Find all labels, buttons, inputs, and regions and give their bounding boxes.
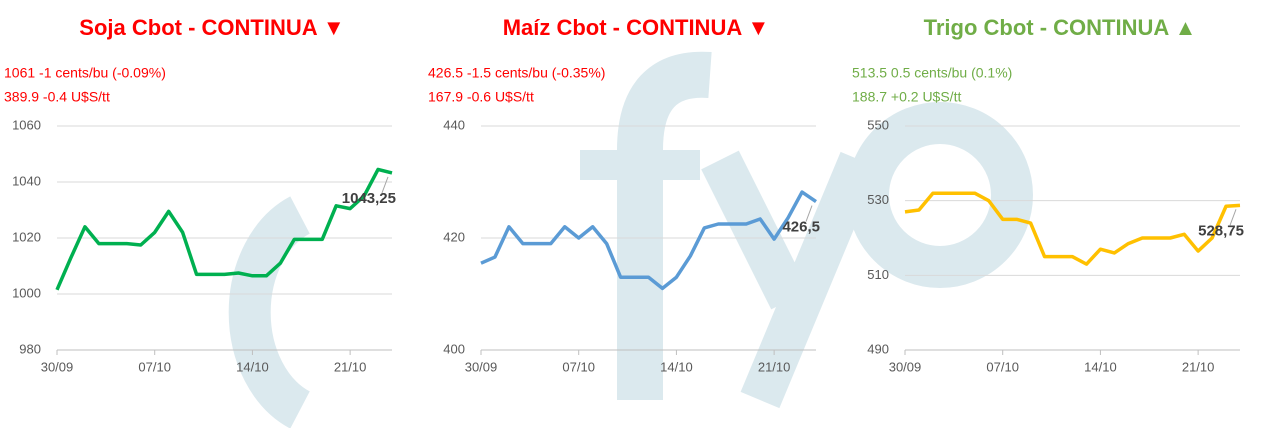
subtitle: 1061 -1 cents/bu (-0.09%) [4,65,166,81]
x-tick-label: 21/10 [1182,359,1215,374]
y-tick-label: 1000 [12,285,41,300]
line-series [55,167,393,291]
x-tick-label: 21/10 [334,359,367,374]
y-tick-label: 550 [867,117,889,132]
watermark-o [847,102,1033,288]
x-tick-label: 14/10 [236,359,269,374]
chart-title: Maíz Cbot - CONTINUA ▼ [503,15,770,40]
line-series [480,190,817,291]
x-tick-label: 30/09 [465,359,498,374]
x-tick-label: 07/10 [562,359,595,374]
x-tick-label: 07/10 [986,359,1019,374]
value-label: 528,75 [1198,222,1244,239]
x-tick-label: 14/10 [1084,359,1117,374]
label-leader [805,205,813,222]
watermark-f [617,51,712,400]
y-tick-label: 530 [867,192,889,207]
y-tick-label: 440 [443,117,465,132]
chart-title: Trigo Cbot - CONTINUA ▲ [924,15,1197,40]
subtitle: 188.7 +0.2 U$S/tt [852,89,961,105]
subtitle: 389.9 -0.4 U$S/tt [4,89,110,105]
y-tick-label: 420 [443,229,465,244]
x-tick-label: 14/10 [660,359,693,374]
watermark [228,51,1033,428]
watermark-c [228,196,311,428]
y-tick-label: 1040 [12,173,41,188]
line-series [904,191,1241,266]
value-label: 1043,25 [342,190,396,207]
x-tick-label: 30/09 [41,359,74,374]
y-tick-label: 510 [867,267,889,282]
y-tick-label: 980 [19,341,41,356]
subtitle: 513.5 0.5 cents/bu (0.1%) [852,65,1012,81]
subtitle: 167.9 -0.6 U$S/tt [428,89,534,105]
x-tick-label: 21/10 [758,359,791,374]
x-tick-label: 07/10 [138,359,171,374]
watermark-y [701,150,880,409]
x-tick-label: 30/09 [889,359,922,374]
subtitle: 426.5 -1.5 cents/bu (-0.35%) [428,65,605,81]
label-leader [381,176,389,194]
value-label: 426,5 [782,219,820,236]
label-leader [1229,209,1237,226]
y-tick-label: 400 [443,341,465,356]
y-tick-label: 490 [867,341,889,356]
y-tick-label: 1060 [12,117,41,132]
y-tick-label: 1020 [12,229,41,244]
chart-title: Soja Cbot - CONTINUA ▼ [79,15,344,40]
